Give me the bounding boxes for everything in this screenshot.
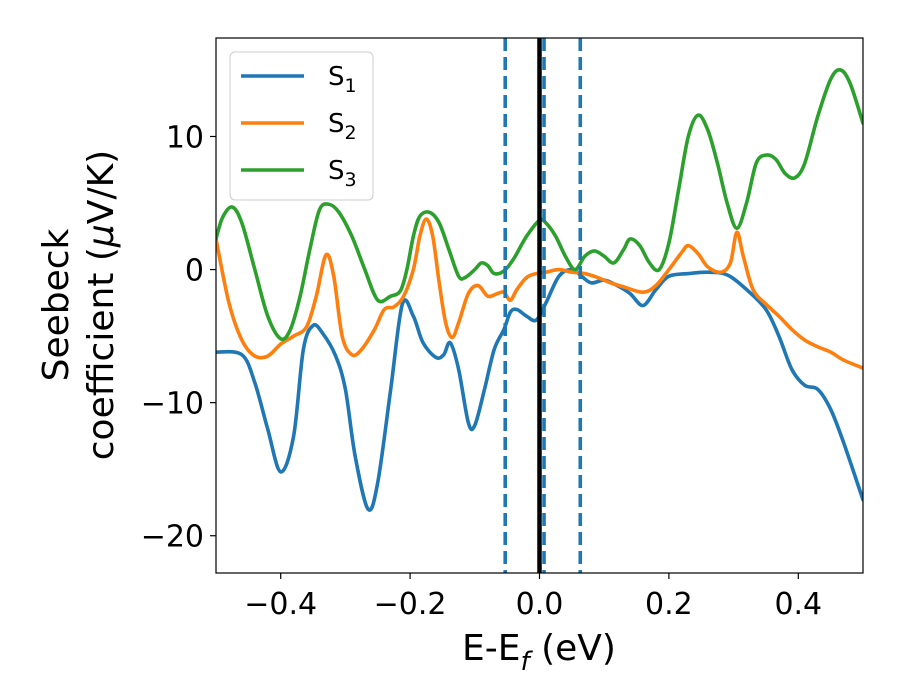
reference-lines-layer bbox=[503, 38, 583, 573]
y-tick-label: 0 bbox=[185, 254, 204, 289]
y-tick-label: −20 bbox=[141, 520, 204, 555]
x-tick-label: 0.2 bbox=[645, 587, 693, 622]
legend-box bbox=[229, 51, 374, 201]
x-tick-label: −0.4 bbox=[244, 587, 317, 622]
legend-label-s2: S2 bbox=[328, 109, 357, 144]
legend-label-s1: S1 bbox=[328, 62, 357, 97]
y-tick-label: −10 bbox=[141, 387, 204, 422]
y-axis-label: Seebeck coefficient (μV/K) bbox=[36, 150, 122, 460]
x-tick-label: 0.0 bbox=[516, 587, 564, 622]
legend: S1 S2 S3 bbox=[229, 51, 374, 201]
legend-label-s3: S3 bbox=[328, 156, 357, 191]
y-tick-label: 10 bbox=[166, 120, 204, 155]
y-axis-label-line2: coefficient (μV/K) bbox=[81, 150, 122, 460]
x-tick-label: −0.2 bbox=[374, 587, 447, 622]
x-tick-label: 0.4 bbox=[774, 587, 822, 622]
x-axis-label: E-Ef (eV) bbox=[462, 628, 616, 677]
y-axis-label-line1: Seebeck bbox=[36, 228, 77, 381]
ticks-layer: −0.4 −0.2 0.0 0.2 0.4 −20 −10 0 10 bbox=[141, 120, 822, 622]
